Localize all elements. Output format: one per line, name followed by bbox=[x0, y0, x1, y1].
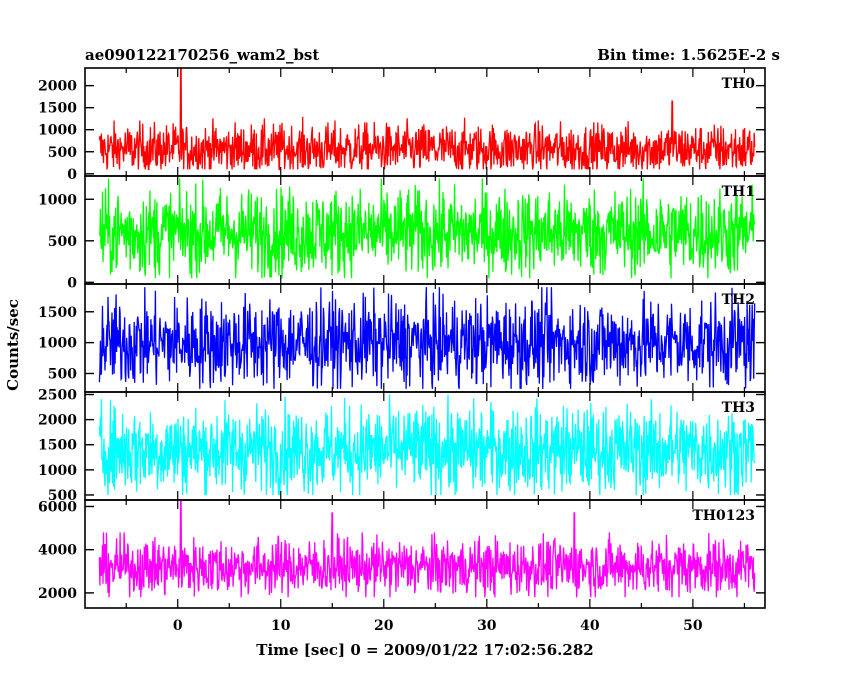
panel-label-th0123: TH0123 bbox=[692, 508, 755, 524]
panel-th2: 500 1000 1500 TH2 bbox=[38, 283, 766, 393]
y-tick-label: 1500 bbox=[38, 101, 77, 117]
y-tick-label: 2000 bbox=[38, 79, 77, 95]
y-tick-label: 2500 bbox=[38, 388, 77, 404]
panel-frame bbox=[84, 499, 766, 609]
x-tick-label: 0 bbox=[173, 618, 183, 634]
panel-label-th2: TH2 bbox=[722, 292, 755, 308]
y-tick-label: 1000 bbox=[38, 463, 77, 479]
series-line-th2 bbox=[98, 287, 756, 390]
panel-label-th1: TH1 bbox=[722, 184, 755, 200]
y-tick-label: 500 bbox=[48, 234, 77, 250]
y-tick-label: 500 bbox=[48, 145, 77, 161]
series-line-th0123 bbox=[98, 499, 756, 598]
panel-label-th3: TH3 bbox=[722, 400, 755, 416]
y-tick-label: 1500 bbox=[38, 438, 77, 454]
y-tick-label: 1000 bbox=[38, 123, 77, 139]
y-tick-label: 0 bbox=[67, 167, 77, 183]
series-line-th0 bbox=[98, 67, 756, 171]
x-tick-label: 40 bbox=[580, 618, 600, 634]
y-tick-label: 500 bbox=[48, 488, 77, 504]
x-tick-label: 20 bbox=[374, 618, 394, 634]
y-tick-label: 2000 bbox=[38, 586, 77, 602]
panel-label-th0: TH0 bbox=[722, 76, 756, 92]
y-tick-label: 4000 bbox=[38, 543, 77, 559]
x-tick-label: 10 bbox=[271, 618, 291, 634]
series-line-th3 bbox=[98, 394, 756, 496]
y-tick-label: 500 bbox=[48, 366, 77, 382]
y-axis-label: Counts/sec bbox=[4, 299, 22, 391]
series-line-th1 bbox=[98, 178, 756, 279]
y-tick-label: 1000 bbox=[38, 192, 77, 208]
panel-th3: 500 1000 1500 2000 2500 TH3 bbox=[38, 388, 766, 504]
x-tick-label: 30 bbox=[477, 618, 497, 634]
panel-th1: 0 500 1000 TH1 bbox=[38, 175, 766, 291]
chart-title: ae090122170256_wam2_bst bbox=[85, 46, 319, 64]
y-tick-label: 1000 bbox=[38, 336, 77, 352]
x-axis-label: Time [sec] 0 = 2009/01/22 17:02:56.282 bbox=[256, 641, 593, 659]
bin-time-label: Bin time: 1.5625E-2 s bbox=[597, 46, 780, 64]
panel-th0: 0 500 1000 1500 2000 TH0 bbox=[38, 67, 766, 183]
y-tick-label: 0 bbox=[67, 275, 77, 291]
panel-th0123: 2000 4000 6000 TH0123 bbox=[38, 499, 766, 609]
y-tick-label: 1500 bbox=[38, 305, 77, 321]
x-tick-label: 50 bbox=[683, 618, 703, 634]
y-tick-label: 2000 bbox=[38, 413, 77, 429]
y-tick-label: 6000 bbox=[38, 499, 77, 515]
